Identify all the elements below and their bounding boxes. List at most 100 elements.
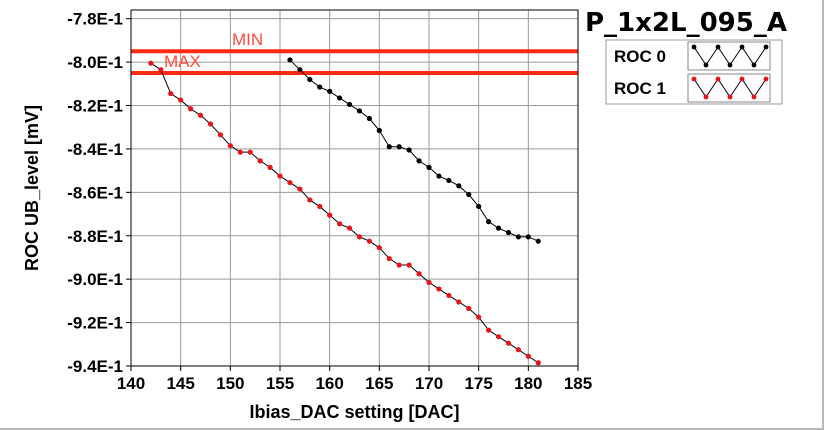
data-point xyxy=(327,212,333,218)
data-point xyxy=(515,234,522,240)
legend-swatch-marker xyxy=(691,76,697,82)
series-line xyxy=(150,62,539,364)
data-point xyxy=(495,334,502,340)
limit-label-max: MAX xyxy=(164,52,201,71)
data-point xyxy=(446,177,452,184)
data-point xyxy=(476,203,482,210)
data-point xyxy=(317,203,323,210)
y-axis-label: ROC UB_level [mV] xyxy=(22,105,42,271)
data-point xyxy=(237,149,243,155)
legend-swatch-marker xyxy=(703,94,709,100)
legend-swatch-marker xyxy=(691,44,697,50)
y-tick-label: -9.4E-1 xyxy=(67,357,123,376)
data-point xyxy=(277,173,283,179)
data-point xyxy=(178,97,184,103)
data-point xyxy=(227,143,233,149)
data-point xyxy=(366,238,372,244)
data-point xyxy=(297,67,303,73)
data-point xyxy=(476,314,482,320)
y-tick-label: -8.6E-1 xyxy=(67,183,123,202)
y-tick-label: -8.0E-1 xyxy=(67,53,123,72)
x-tick-label: 180 xyxy=(514,374,542,393)
data-point xyxy=(366,115,372,122)
data-point xyxy=(466,191,472,198)
data-point xyxy=(406,262,412,268)
data-point xyxy=(456,183,462,189)
data-point xyxy=(535,238,541,244)
x-tick-label: 175 xyxy=(464,374,492,393)
data-point xyxy=(307,76,313,83)
data-point xyxy=(456,299,462,305)
data-point xyxy=(416,271,422,277)
legend-swatch-marker xyxy=(715,44,721,50)
x-tick-label: 155 xyxy=(266,374,294,393)
series-0 xyxy=(287,57,541,244)
legend: ROC 0 ROC 1 xyxy=(605,39,783,105)
series-line xyxy=(289,59,539,242)
data-point xyxy=(197,112,204,118)
x-tick-label: 165 xyxy=(365,374,393,393)
data-point xyxy=(426,279,432,286)
data-point xyxy=(396,144,402,150)
data-point xyxy=(386,255,392,262)
data-point xyxy=(505,229,512,236)
legend-swatch-marker xyxy=(751,62,757,68)
data-point xyxy=(317,84,323,90)
y-tick-label: -7.8E-1 xyxy=(67,10,123,29)
legend-swatch-marker xyxy=(715,76,721,82)
x-tick-label: 140 xyxy=(117,374,145,393)
legend-label: ROC 1 xyxy=(614,79,666,98)
data-point xyxy=(535,360,541,366)
data-point xyxy=(297,186,303,192)
data-point xyxy=(158,67,164,73)
legend-swatch-marker xyxy=(763,44,769,50)
legend-swatch-marker xyxy=(751,94,757,100)
data-point xyxy=(337,221,343,227)
x-axis-ticks: 140 145 150 155 160 165 170 175 180 185 xyxy=(117,366,592,393)
data-point xyxy=(426,164,432,170)
y-tick-label: -8.2E-1 xyxy=(67,97,123,116)
data-point xyxy=(327,88,333,95)
data-point xyxy=(446,292,452,299)
data-point xyxy=(346,225,353,231)
data-point xyxy=(356,108,363,114)
data-point xyxy=(307,197,313,203)
data-point xyxy=(495,225,502,231)
x-tick-label: 160 xyxy=(315,374,343,393)
legend-swatch-marker xyxy=(739,76,745,82)
data-point xyxy=(287,179,293,186)
y-tick-label: -9.2E-1 xyxy=(67,314,123,333)
data-point xyxy=(217,132,223,138)
limit-lines: MIN MAX xyxy=(131,30,578,75)
plot-area-border xyxy=(130,9,579,367)
data-point xyxy=(267,164,273,170)
legend-swatch-marker xyxy=(727,62,733,68)
data-point xyxy=(188,106,194,112)
x-tick-label: 185 xyxy=(564,374,592,393)
limit-label-min: MIN xyxy=(232,30,263,49)
legend-swatch-marker xyxy=(727,94,733,100)
data-point xyxy=(525,353,531,359)
data-point xyxy=(346,101,353,108)
legend-swatch-marker xyxy=(739,44,745,50)
data-point xyxy=(356,234,363,240)
data-point xyxy=(515,347,522,353)
x-axis-label: Ibias_DAC setting [DAC] xyxy=(249,402,459,422)
data-point xyxy=(376,245,382,251)
data-point xyxy=(337,95,343,101)
data-point xyxy=(257,158,263,164)
data-point xyxy=(436,286,442,292)
legend-swatch-marker xyxy=(763,76,769,82)
chart-title: P_1x2L_095_A xyxy=(585,8,787,38)
x-tick-label: 145 xyxy=(166,374,194,393)
data-point xyxy=(436,173,442,179)
y-tick-label: -8.4E-1 xyxy=(67,140,123,159)
y-tick-label: -9.0E-1 xyxy=(67,270,123,289)
y-axis-ticks: -7.8E-1 -8.0E-1 -8.2E-1 -8.4E-1 -8.6E-1 -8.8E… xyxy=(67,10,131,376)
data-point xyxy=(416,158,422,164)
x-tick-label: 150 xyxy=(216,374,244,393)
data-point xyxy=(386,144,392,150)
data-point xyxy=(486,219,492,225)
data-point xyxy=(207,121,214,127)
